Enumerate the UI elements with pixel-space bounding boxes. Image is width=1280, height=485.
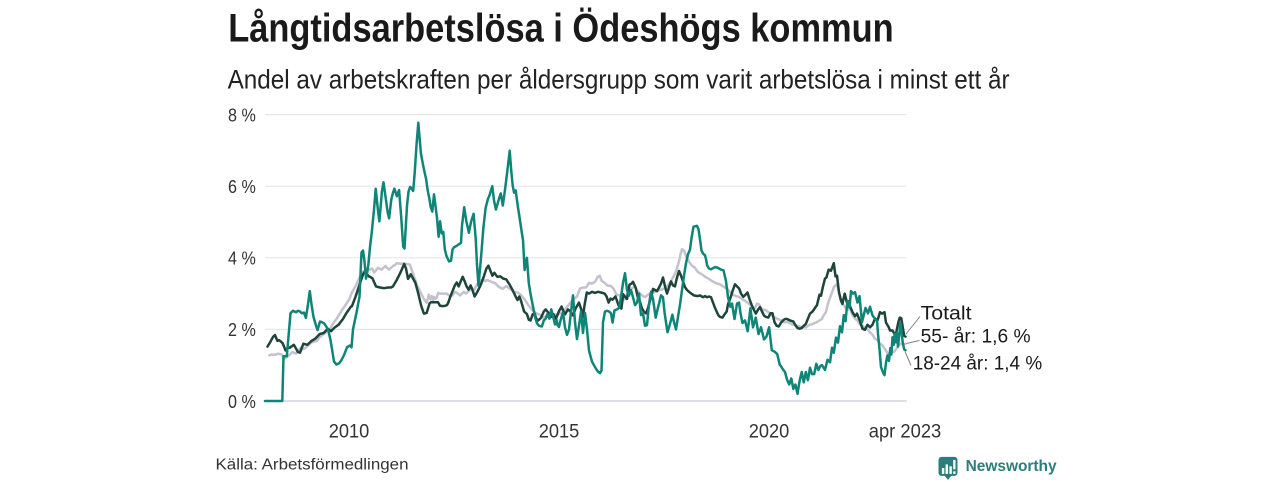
svg-text:2020: 2020 <box>749 422 790 443</box>
svg-text:Källa: Arbetsförmedlingen: Källa: Arbetsförmedlingen <box>216 457 409 474</box>
svg-text:18-24 år: 1,4 %: 18-24 år: 1,4 % <box>913 354 1043 375</box>
svg-text:Långtidsarbetslösa i Ödeshögs: Långtidsarbetslösa i Ödeshögs kommun <box>228 7 894 51</box>
svg-text:0 %: 0 % <box>228 391 256 412</box>
svg-text:55- år: 1,6 %: 55- år: 1,6 % <box>921 326 1031 347</box>
svg-text:Totalt: Totalt <box>921 304 973 325</box>
svg-text:2 %: 2 % <box>228 319 256 340</box>
svg-text:Newsworthy: Newsworthy <box>966 458 1057 475</box>
svg-text:6 %: 6 % <box>228 176 256 197</box>
svg-text:4 %: 4 % <box>228 248 256 269</box>
svg-text:2010: 2010 <box>329 422 370 443</box>
svg-text:apr 2023: apr 2023 <box>869 422 942 443</box>
svg-text:8 %: 8 % <box>228 104 256 125</box>
svg-text:Andel av arbetskraften per åld: Andel av arbetskraften per åldersgrupp s… <box>228 65 1010 95</box>
svg-text:2015: 2015 <box>539 422 580 443</box>
